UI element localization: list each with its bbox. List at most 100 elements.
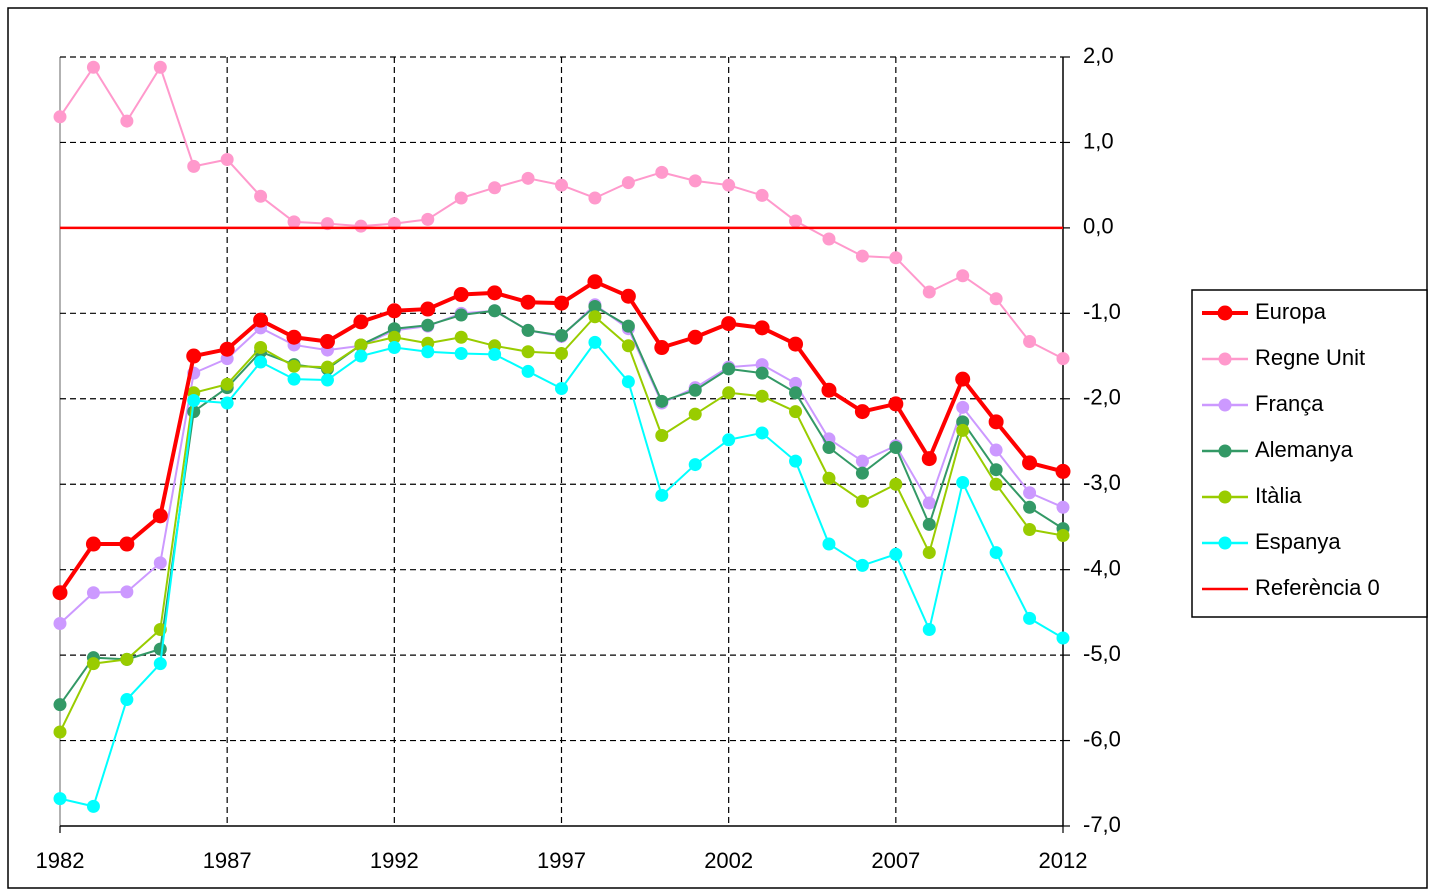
data-point [1055, 463, 1071, 479]
data-point [922, 285, 936, 299]
legend-marker [1217, 305, 1233, 321]
data-point [454, 330, 468, 344]
data-point [855, 249, 869, 263]
data-point [1056, 500, 1070, 514]
data-point [722, 362, 736, 376]
data-point [1023, 523, 1037, 537]
data-point [855, 494, 869, 508]
legend-marker [1218, 536, 1232, 550]
data-point [386, 303, 402, 319]
data-point [688, 174, 702, 188]
data-point [220, 396, 234, 410]
y-tick-label: 1,0 [1083, 128, 1114, 153]
x-tick-label: 2012 [1039, 848, 1088, 873]
data-point [956, 423, 970, 437]
data-point [253, 312, 269, 328]
legend-label: Referència 0 [1255, 575, 1380, 600]
data-point [554, 295, 569, 311]
data-point [1023, 335, 1037, 349]
data-point [789, 454, 803, 468]
data-point [86, 60, 100, 74]
legend-marker [1218, 398, 1232, 412]
data-point [387, 341, 401, 355]
data-point [487, 285, 503, 301]
data-point [120, 585, 134, 599]
data-point [1056, 528, 1070, 542]
data-point [488, 181, 502, 195]
data-point [655, 165, 669, 179]
data-point [286, 329, 302, 345]
data-point [354, 349, 368, 363]
data-point [320, 360, 334, 374]
data-point [788, 336, 804, 352]
data-point [153, 60, 167, 74]
data-point [153, 556, 167, 570]
data-point [453, 287, 469, 303]
data-point [655, 488, 669, 502]
data-point [220, 377, 234, 391]
data-point [187, 159, 201, 173]
legend-marker [1218, 444, 1232, 458]
data-point [254, 341, 268, 355]
data-point [789, 405, 803, 419]
data-point [555, 178, 568, 192]
data-point [755, 366, 769, 380]
x-tick-label: 1997 [537, 848, 586, 873]
data-point [52, 585, 68, 601]
y-tick-label: 0,0 [1083, 214, 1114, 239]
data-point [688, 383, 702, 397]
data-point [621, 176, 635, 190]
data-point [152, 508, 168, 524]
data-point [85, 536, 101, 552]
data-point [688, 407, 702, 421]
legend-label: Itàlia [1255, 483, 1302, 508]
data-point [219, 341, 235, 357]
data-point [387, 330, 401, 344]
legend-label: Alemanya [1255, 437, 1354, 462]
data-point [922, 622, 936, 636]
data-point [988, 414, 1004, 430]
data-point [120, 652, 134, 666]
data-point [421, 318, 435, 332]
data-point [1056, 352, 1070, 366]
data-point [755, 426, 769, 440]
data-point [153, 642, 167, 656]
data-point [822, 232, 836, 246]
data-point [120, 114, 134, 128]
data-point [1056, 631, 1070, 645]
data-point [687, 329, 703, 345]
data-point [119, 536, 135, 552]
data-point [621, 319, 635, 333]
x-tick-label: 2007 [871, 848, 920, 873]
data-point [187, 393, 201, 407]
data-point [520, 294, 536, 310]
data-point [722, 386, 736, 400]
y-tick-label: -5,0 [1083, 641, 1121, 666]
data-point [722, 433, 736, 447]
data-point [86, 657, 100, 671]
data-point [655, 394, 669, 408]
data-point [822, 471, 836, 485]
data-point [53, 792, 67, 806]
data-point [421, 212, 435, 226]
data-point [620, 288, 636, 304]
data-point [53, 698, 67, 712]
data-point [855, 466, 869, 480]
data-point [153, 657, 167, 671]
data-point [86, 586, 100, 600]
data-point [889, 251, 903, 265]
legend-marker [1218, 352, 1232, 366]
legend-marker [1218, 490, 1232, 504]
data-point [755, 389, 769, 403]
data-point [588, 191, 602, 205]
data-point [855, 454, 869, 468]
data-point [521, 345, 535, 359]
y-tick-label: -7,0 [1083, 812, 1121, 837]
data-point [789, 376, 803, 390]
y-tick-label: -4,0 [1083, 555, 1121, 580]
data-point [287, 215, 301, 229]
data-point [488, 347, 502, 361]
y-tick-label: 2,0 [1083, 43, 1114, 68]
data-point [354, 338, 368, 352]
y-tick-label: -3,0 [1083, 470, 1121, 495]
